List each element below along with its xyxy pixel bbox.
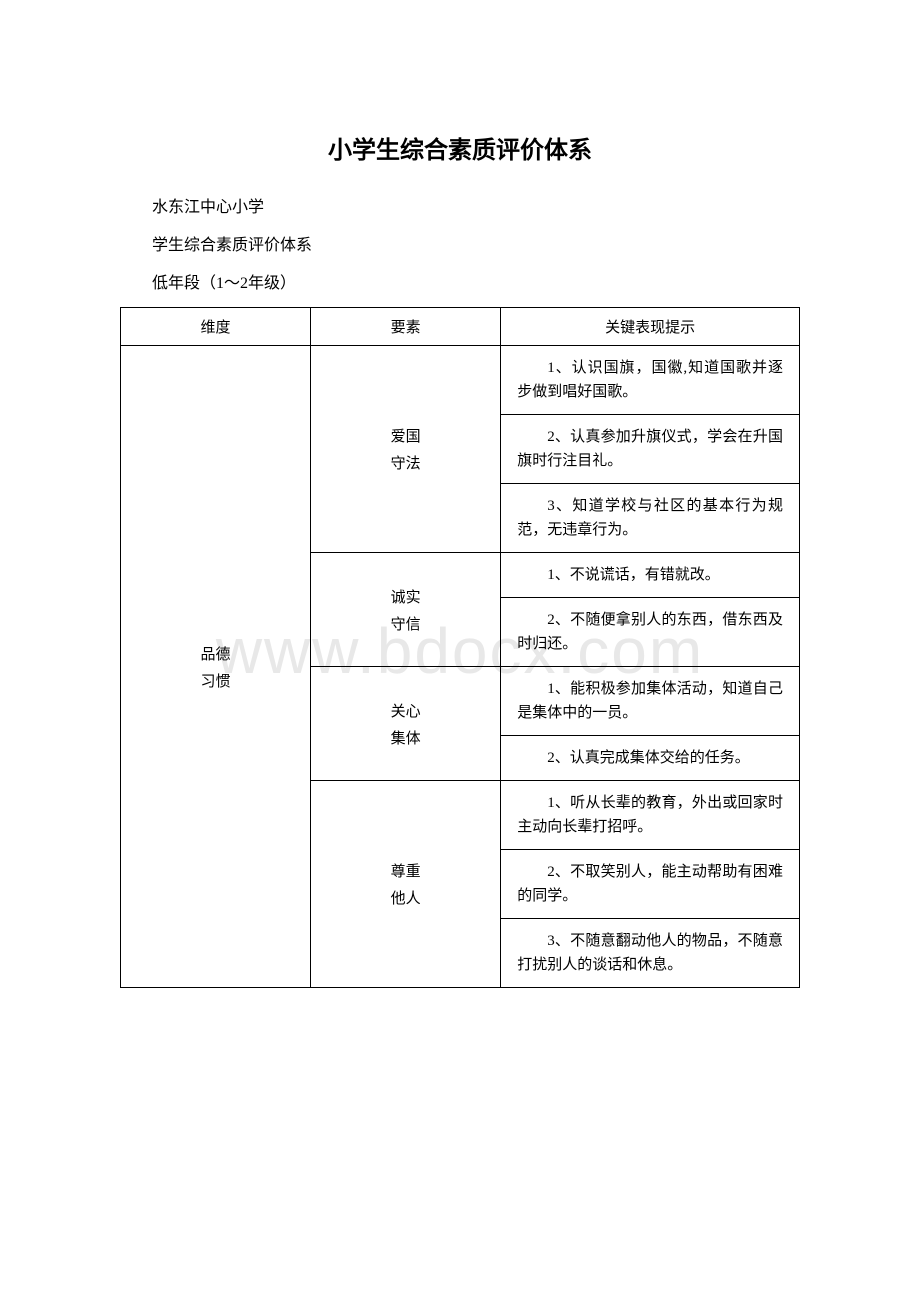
element-line: 守法 (315, 452, 496, 473)
header-element: 要素 (311, 308, 501, 346)
dimension-cell: 品德 习惯 (121, 346, 311, 988)
element-cell-collective: 关心 集体 (311, 667, 501, 781)
performance-item: 1、认识国旗，国徽,知道国歌并逐步做到唱好国歌。 (501, 346, 799, 415)
table-row: 品德 习惯 爱国 守法 1、认识国旗，国徽,知道国歌并逐步做到唱好国歌。 2、认… (121, 346, 800, 553)
document-content: 小学生综合素质评价体系 水东江中心小学 学生综合素质评价体系 低年段（1～2年级… (120, 130, 800, 988)
page-title: 小学生综合素质评价体系 (120, 130, 800, 165)
performance-item: 3、不随意翻动他人的物品，不随意打扰别人的谈话和休息。 (501, 919, 799, 987)
element-line: 爱国 (315, 425, 496, 446)
element-line: 集体 (315, 727, 496, 748)
evaluation-table: 维度 要素 关键表现提示 品德 习惯 爱国 守法 1、认识国旗，国徽,知道国歌并… (120, 307, 800, 988)
performance-cell: 1、不说谎话，有错就改。 2、不随便拿别人的东西，借东西及时归还。 (501, 553, 800, 667)
dimension-line2: 习惯 (125, 670, 306, 691)
subtitle-system: 学生综合素质评价体系 (152, 231, 800, 255)
element-cell-patriotism: 爱国 守法 (311, 346, 501, 553)
performance-cell: 1、认识国旗，国徽,知道国歌并逐步做到唱好国歌。 2、认真参加升旗仪式，学会在升… (501, 346, 800, 553)
performance-item: 2、认真参加升旗仪式，学会在升国旗时行注目礼。 (501, 415, 799, 484)
performance-item: 2、认真完成集体交给的任务。 (501, 736, 799, 780)
element-cell-respect: 尊重 他人 (311, 781, 501, 988)
subtitle-school: 水东江中心小学 (152, 193, 800, 217)
performance-item: 3、知道学校与社区的基本行为规范，无违章行为。 (501, 484, 799, 552)
element-line: 诚实 (315, 586, 496, 607)
dimension-line1: 品德 (125, 643, 306, 664)
element-line: 他人 (315, 887, 496, 908)
performance-cell: 1、听从长辈的教育，外出或回家时主动向长辈打招呼。 2、不取笑别人，能主动帮助有… (501, 781, 800, 988)
performance-cell: 1、能积极参加集体活动，知道自己是集体中的一员。 2、认真完成集体交给的任务。 (501, 667, 800, 781)
element-line: 关心 (315, 700, 496, 721)
performance-item: 1、能积极参加集体活动，知道自己是集体中的一员。 (501, 667, 799, 736)
header-performance: 关键表现提示 (501, 308, 800, 346)
table-header-row: 维度 要素 关键表现提示 (121, 308, 800, 346)
performance-item: 1、听从长辈的教育，外出或回家时主动向长辈打招呼。 (501, 781, 799, 850)
subtitle-grade: 低年段（1～2年级） (152, 269, 800, 293)
element-line: 守信 (315, 613, 496, 634)
element-cell-honesty: 诚实 守信 (311, 553, 501, 667)
header-dimension: 维度 (121, 308, 311, 346)
performance-item: 2、不取笑别人，能主动帮助有困难的同学。 (501, 850, 799, 919)
performance-item: 2、不随便拿别人的东西，借东西及时归还。 (501, 598, 799, 666)
element-line: 尊重 (315, 860, 496, 881)
performance-item: 1、不说谎话，有错就改。 (501, 553, 799, 598)
